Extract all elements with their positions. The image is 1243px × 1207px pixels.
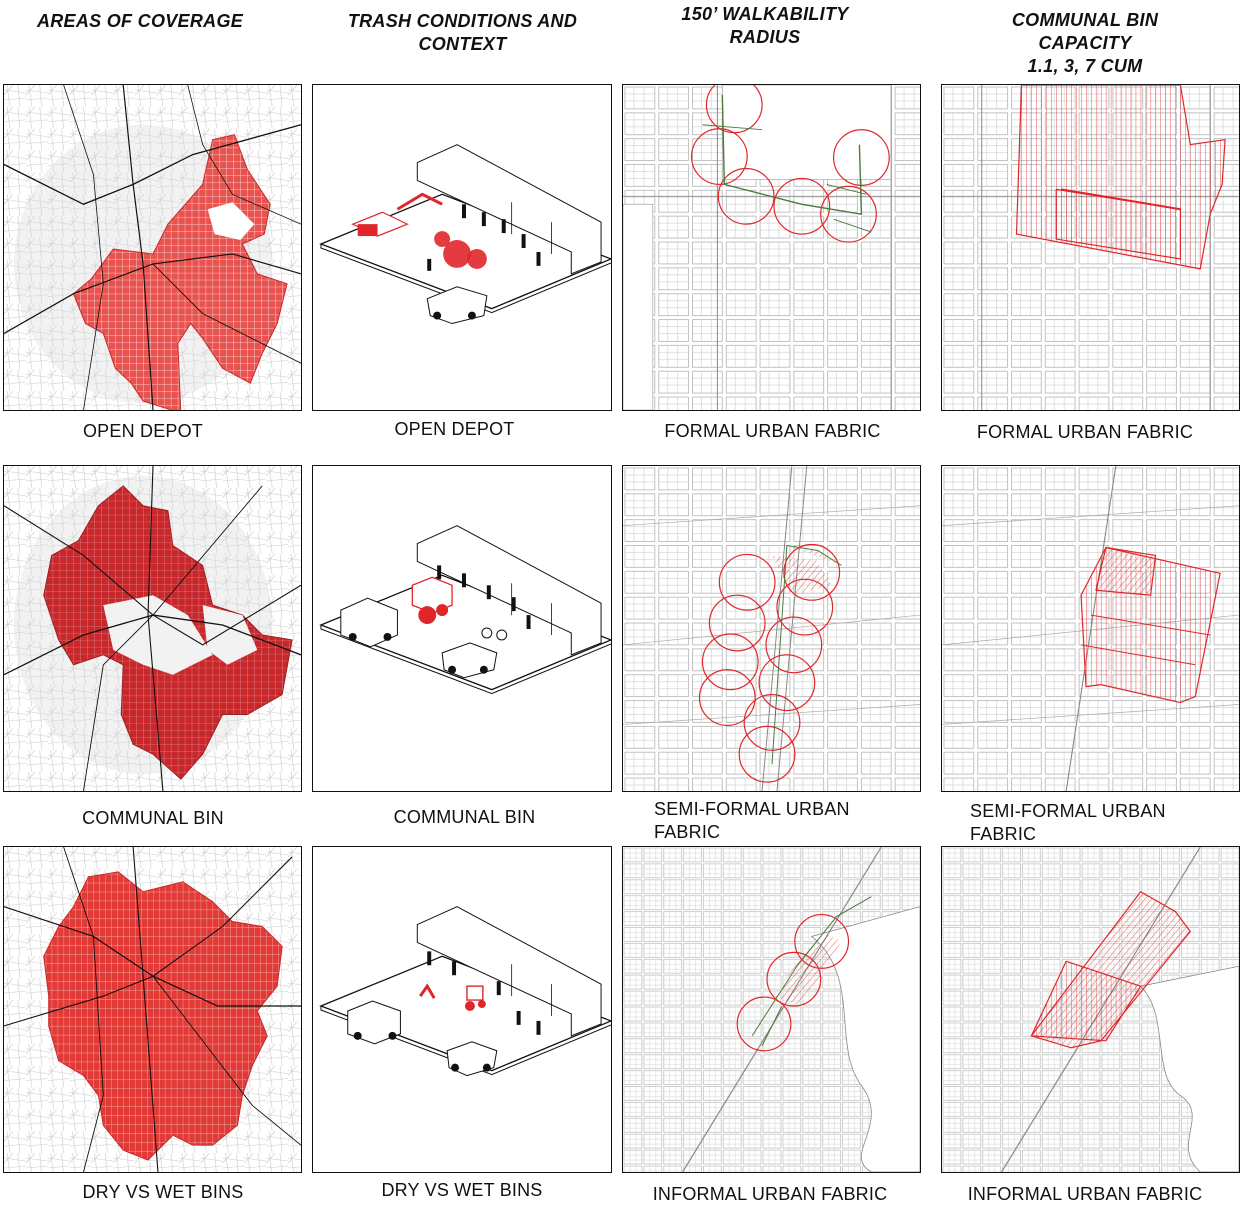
trash-axon-dry-wet-bins bbox=[312, 846, 612, 1173]
walkability-map-informal bbox=[622, 846, 921, 1173]
walkability-map-semi-formal bbox=[622, 465, 921, 792]
caption-informal-capacity: INFORMAL URBAN FABRIC bbox=[967, 1184, 1203, 1204]
caption-line: FABRIC bbox=[970, 824, 1037, 844]
caption-line: SEMI-FORMAL URBAN bbox=[654, 799, 850, 819]
title-line: CAPACITY bbox=[1038, 33, 1132, 53]
capacity-map-formal bbox=[941, 84, 1240, 411]
caption-line: FABRIC bbox=[654, 822, 721, 842]
title-line: RADIUS bbox=[729, 27, 801, 47]
caption-semi-formal-capacity: SEMI-FORMAL URBAN FABRIC bbox=[970, 800, 1235, 846]
title-line: 1.1, 3, 7 CUM bbox=[1027, 56, 1143, 76]
caption-dry-wet-trash: DRY VS WET BINS bbox=[381, 1180, 543, 1200]
trash-axon-open-depot bbox=[312, 84, 612, 411]
walkability-map-formal bbox=[622, 84, 921, 411]
caption-dry-wet-coverage: DRY VS WET BINS bbox=[82, 1182, 244, 1202]
coverage-map-dry-wet-bins bbox=[3, 846, 302, 1173]
caption-formal-capacity: FORMAL URBAN FABRIC bbox=[976, 422, 1194, 442]
caption-open-depot-trash: OPEN DEPOT bbox=[394, 419, 515, 439]
title-line: AREAS OF COVERAGE bbox=[36, 11, 244, 31]
caption-communal-bin-trash: COMMUNAL BIN bbox=[393, 807, 536, 827]
title-line: CONTEXT bbox=[418, 34, 507, 54]
caption-semi-formal-walkability: SEMI-FORMAL URBAN FABRIC bbox=[654, 798, 919, 844]
column-title-walkability: 150’ WALKABILITY RADIUS bbox=[625, 3, 905, 49]
trash-axon-communal-bin bbox=[312, 465, 612, 792]
capacity-map-semi-formal bbox=[941, 465, 1240, 792]
coverage-map-communal-bin bbox=[3, 465, 302, 792]
column-title-trash: TRASH CONDITIONS AND CONTEXT bbox=[325, 10, 600, 56]
column-title-capacity: COMMUNAL BIN CAPACITY 1.1, 3, 7 CUM bbox=[955, 9, 1215, 78]
title-line: 150’ WALKABILITY bbox=[681, 4, 849, 24]
caption-communal-bin-coverage: COMMUNAL BIN bbox=[82, 808, 224, 828]
caption-informal-walkability: INFORMAL URBAN FABRIC bbox=[652, 1184, 888, 1204]
caption-formal-walkability: FORMAL URBAN FABRIC bbox=[664, 421, 881, 441]
coverage-map-open-depot bbox=[3, 84, 302, 411]
title-line: COMMUNAL BIN bbox=[1011, 10, 1159, 30]
caption-line: SEMI-FORMAL URBAN bbox=[970, 801, 1166, 821]
capacity-map-informal bbox=[941, 846, 1240, 1173]
column-title-coverage: AREAS OF COVERAGE bbox=[10, 10, 270, 33]
caption-open-depot-coverage: OPEN DEPOT bbox=[82, 421, 204, 441]
title-line: TRASH CONDITIONS AND bbox=[347, 11, 578, 31]
